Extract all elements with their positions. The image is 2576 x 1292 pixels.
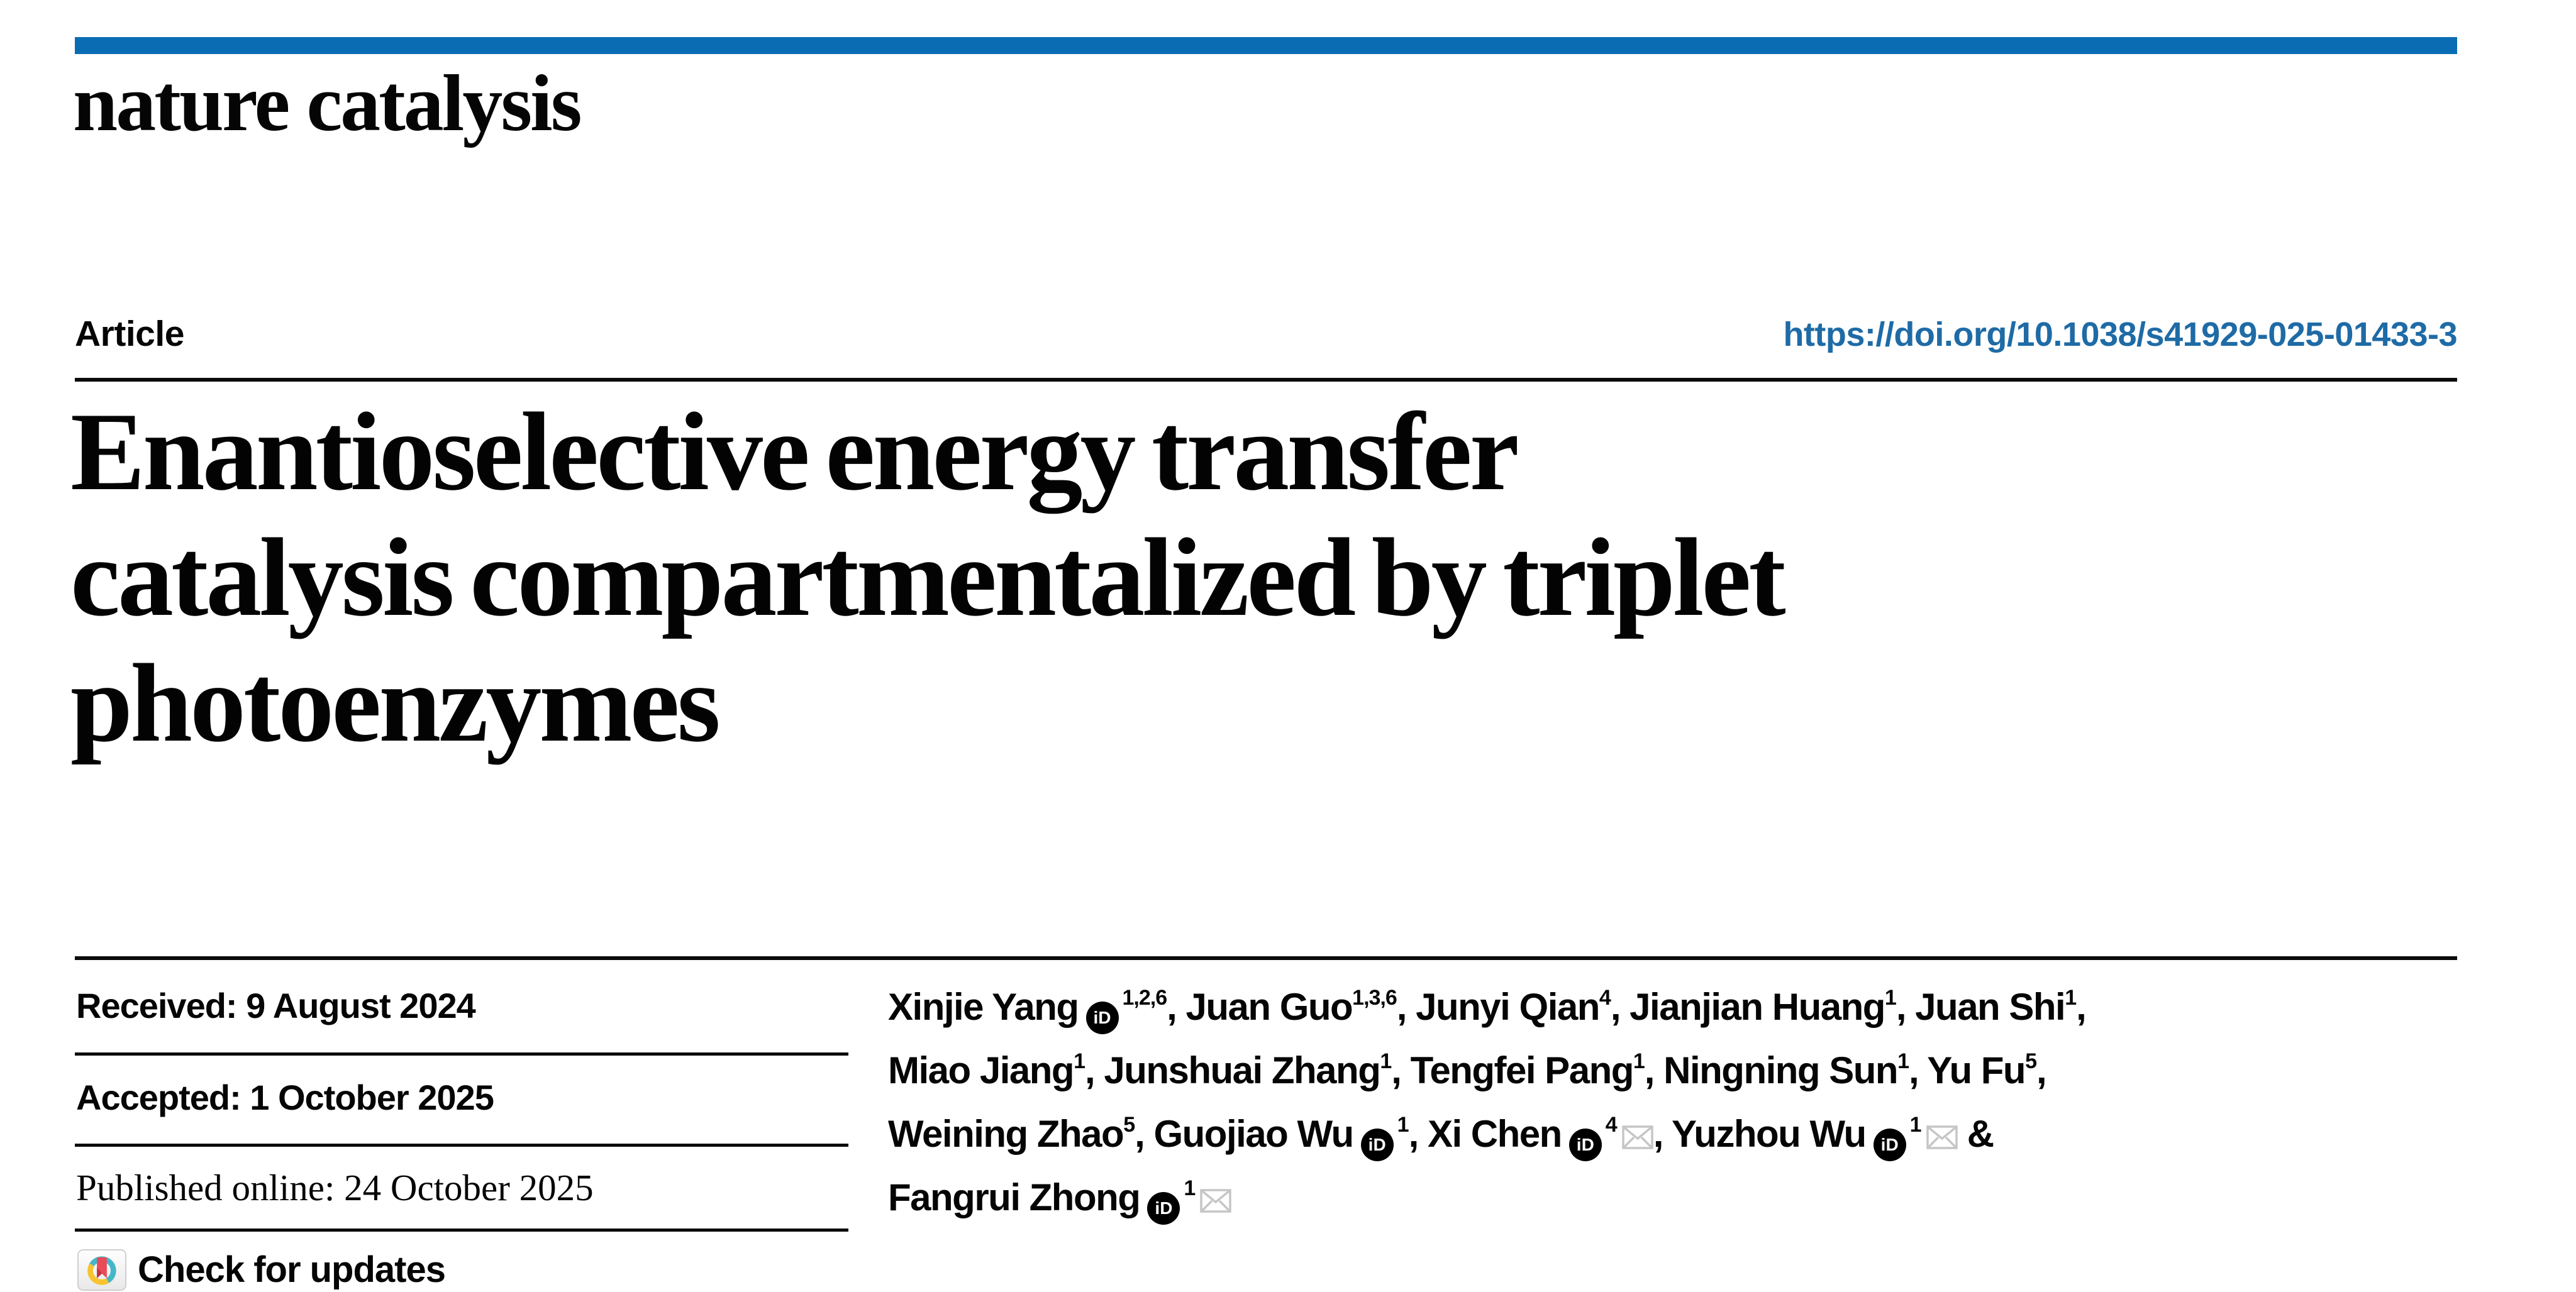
- check-for-updates-button[interactable]: Check for updates: [77, 1249, 446, 1291]
- envelope-icon[interactable]: [1926, 1108, 1958, 1165]
- author-separator: &: [1957, 1113, 1994, 1155]
- divider-dates-1: [75, 1052, 848, 1056]
- paper-title-line-2: catalysis compartmentalized by triplet: [70, 515, 1786, 639]
- author-affiliation-superscript: 1: [1380, 1049, 1392, 1073]
- orcid-icon[interactable]: iD: [1085, 1002, 1119, 1034]
- author-affiliation-superscript: 1: [1074, 1049, 1085, 1073]
- author-name: Juan Shi: [1915, 986, 2066, 1028]
- author-affiliation-superscript: 4: [1599, 986, 1611, 1010]
- paper-title: Enantioselective energy transfer catalys…: [70, 389, 2397, 766]
- author-separator: ,: [1167, 986, 1186, 1028]
- divider-under-header: [75, 378, 2457, 382]
- author-separator: ,: [1896, 986, 1916, 1028]
- accepted-date: Accepted: 1 October 2025: [76, 1078, 494, 1117]
- article-header-row: Article https://doi.org/10.1038/s41929-0…: [75, 313, 2457, 355]
- envelope-icon[interactable]: [1200, 1171, 1232, 1229]
- author-name: Fangrui Zhong: [888, 1176, 1141, 1218]
- author-separator: ,: [1610, 986, 1630, 1028]
- author-name: Ningning Sun: [1663, 1049, 1898, 1091]
- orcid-icon[interactable]: iD: [1147, 1192, 1180, 1225]
- paper-title-line-3: photoenzymes: [70, 641, 721, 765]
- author-affiliation-superscript: 1: [1633, 1049, 1645, 1073]
- journal-logo: nature catalysis: [73, 58, 582, 148]
- masthead-accent-bar: [75, 37, 2457, 54]
- divider-dates-2: [75, 1144, 848, 1147]
- author-line: Miao Jiang1, Junshuai Zhang1, Tengfei Pa…: [888, 1042, 2460, 1105]
- author-affiliation-superscript: 1: [1909, 1113, 1922, 1137]
- author-affiliation-superscript: 1,2,6: [1122, 986, 1168, 1010]
- doi-link[interactable]: https://doi.org/10.1038/s41929-025-01433…: [1783, 316, 2457, 353]
- author-separator: ,: [1644, 1049, 1664, 1091]
- article-type-label: Article: [75, 314, 184, 354]
- author-separator: ,: [1135, 1113, 1154, 1155]
- divider-dates-3: [75, 1229, 848, 1232]
- check-for-updates-label: Check for updates: [138, 1249, 446, 1290]
- author-affiliation-superscript: 1: [1397, 1113, 1409, 1137]
- author-separator: ,: [1408, 1113, 1428, 1155]
- received-date: Received: 9 August 2024: [76, 986, 476, 1025]
- author-affiliation-superscript: 4: [1605, 1113, 1618, 1137]
- author-name: Jianjian Huang: [1629, 986, 1885, 1028]
- author-separator: ,: [1084, 1049, 1104, 1091]
- author-name: Xinjie Yang: [888, 986, 1079, 1028]
- orcid-icon[interactable]: iD: [1568, 1129, 1602, 1161]
- author-name: Xi Chen: [1427, 1113, 1562, 1155]
- orcid-icon[interactable]: iD: [1360, 1129, 1394, 1161]
- author-affiliation-superscript: 1: [1884, 986, 1897, 1010]
- author-name: Guojiao Wu: [1153, 1113, 1354, 1155]
- author-separator: ,: [2076, 986, 2087, 1028]
- author-separator: ,: [1391, 1049, 1411, 1091]
- crossmark-icon: [77, 1249, 126, 1291]
- author-name: Juan Guo: [1185, 986, 1353, 1028]
- envelope-icon[interactable]: [1621, 1108, 1653, 1165]
- author-affiliation-superscript: 1: [1897, 1049, 1909, 1073]
- author-separator: ,: [2036, 1049, 2047, 1091]
- author-affiliation-superscript: 5: [2025, 1049, 2037, 1073]
- author-line: Xinjie Yang iD1,2,6, Juan Guo1,3,6, Junyi…: [888, 978, 2460, 1042]
- author-name: Miao Jiang: [888, 1049, 1075, 1091]
- author-name: Weining Zhao: [888, 1113, 1124, 1155]
- author-affiliation-superscript: 5: [1123, 1113, 1135, 1137]
- author-name: Junyi Qian: [1416, 986, 1600, 1028]
- author-affiliation-superscript: 1: [1184, 1176, 1196, 1200]
- author-name: Yuzhou Wu: [1671, 1113, 1867, 1155]
- author-affiliation-superscript: 1,3,6: [1352, 986, 1397, 1010]
- author-separator: ,: [1908, 1049, 1928, 1091]
- divider-above-metadata: [75, 956, 2457, 960]
- author-name: Junshuai Zhang: [1104, 1049, 1381, 1091]
- author-affiliation-superscript: 1: [2065, 986, 2077, 1010]
- paper-title-line-1: Enantioselective energy transfer: [70, 389, 1519, 514]
- published-online-date: Published online: 24 October 2025: [76, 1167, 594, 1208]
- author-list: Xinjie Yang iD1,2,6, Juan Guo1,3,6, Junyi…: [888, 978, 2460, 1232]
- orcid-icon[interactable]: iD: [1873, 1129, 1906, 1161]
- author-line: Weining Zhao5, Guojiao Wu iD1, Xi Chen iD4…: [888, 1105, 2460, 1169]
- author-separator: ,: [1653, 1113, 1672, 1155]
- author-separator: ,: [1396, 986, 1416, 1028]
- author-line: Fangrui Zhong iD1: [888, 1169, 2460, 1232]
- author-name: Tengfei Pang: [1410, 1049, 1635, 1091]
- author-name: Yu Fu: [1927, 1049, 2026, 1091]
